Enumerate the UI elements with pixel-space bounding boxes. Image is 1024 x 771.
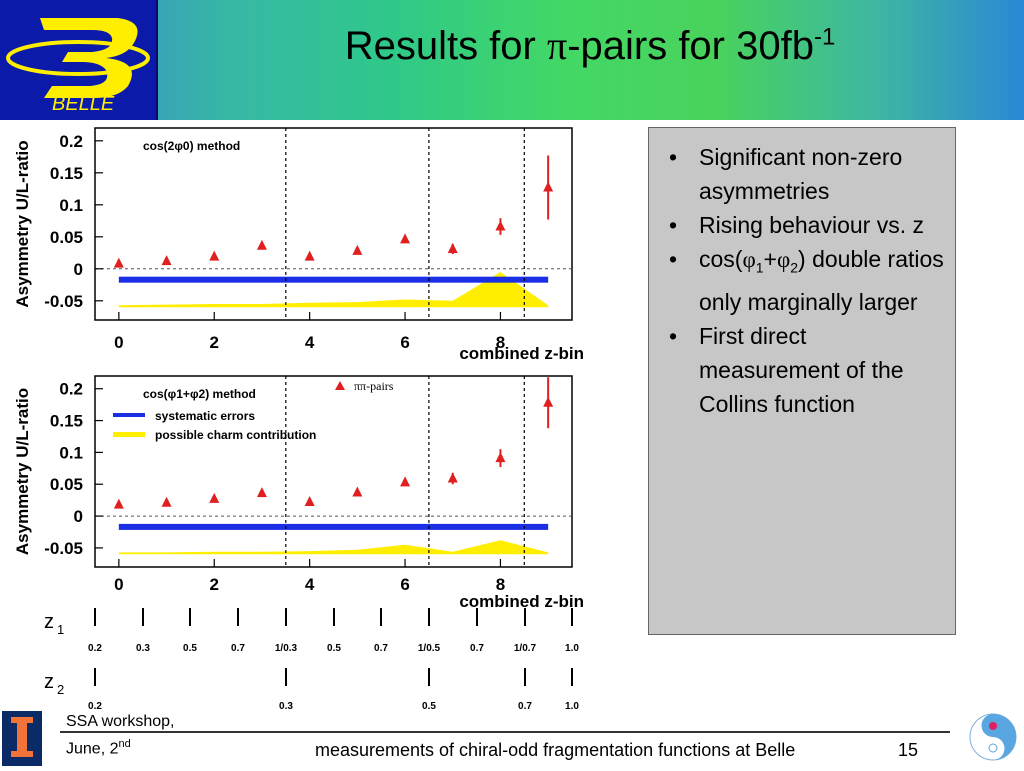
- data-point: [304, 496, 315, 507]
- x-tick-label: 0: [114, 575, 123, 594]
- z1-tick-label: 0.5: [327, 643, 341, 654]
- y-axis-label: Asymmetry U/L-ratio: [13, 388, 32, 555]
- legend-label: systematic errors: [155, 409, 255, 423]
- x-tick-label: 4: [305, 575, 315, 594]
- footer-workshop: SSA workshop,: [66, 713, 175, 730]
- belle-logo: BELLE: [0, 0, 158, 120]
- slide-title: Results for π-pairs for 30fb-1: [344, 23, 836, 68]
- y-tick-label: 0: [74, 260, 83, 279]
- z2-label: z: [44, 671, 54, 693]
- data-point: [352, 244, 363, 255]
- data-point: [447, 242, 458, 253]
- z1-tick-label: 1/0.7: [514, 643, 537, 654]
- illinois-logo: [2, 711, 42, 766]
- data-point: [400, 476, 411, 487]
- footer-title: measurements of chiral-odd fragmentation…: [315, 740, 796, 760]
- z2-tick-label: 0.3: [279, 701, 293, 712]
- z2-tick-label: 1.0: [565, 701, 579, 712]
- data-point: [543, 181, 554, 192]
- y-tick-label: 0.05: [50, 228, 83, 247]
- legend-label: possible charm contribution: [155, 428, 316, 442]
- y-tick-label: 0.2: [59, 380, 83, 399]
- z1-tick-label: 1.0: [565, 643, 579, 654]
- z2-tick-label: 0.7: [518, 701, 532, 712]
- y-tick-label: 0: [74, 507, 83, 526]
- data-point: [161, 255, 172, 266]
- data-point: [256, 487, 267, 498]
- z1-tick-label: 0.5: [183, 643, 197, 654]
- y-tick-label: 0.15: [50, 412, 83, 431]
- data-point: [113, 498, 124, 509]
- x-axis-label: combined z-bin: [459, 592, 584, 610]
- systematic-band: [118, 523, 549, 530]
- bullet-item: Rising behaviour vs. z: [661, 208, 945, 242]
- y-tick-label: 0.15: [50, 164, 83, 183]
- bullet-box: Significant non-zero asymmetries Rising …: [648, 127, 956, 635]
- z2-label-sub: 2: [57, 682, 64, 697]
- x-tick-label: 6: [400, 333, 409, 352]
- z2-tick-label: 0.5: [422, 701, 436, 712]
- data-point: [209, 492, 220, 503]
- conference-logo: [968, 712, 1018, 762]
- legend-swatch: [113, 432, 145, 437]
- bullet-item: cos(φ1+φ2) double ratios only marginally…: [661, 242, 945, 319]
- method-annotation: cos(2φ0) method: [143, 139, 240, 153]
- bullet-item: First direct measurement of the Collins …: [661, 319, 945, 421]
- method-annotation: cos(φ1+φ2) method: [143, 387, 256, 401]
- legend-swatch: [113, 413, 145, 417]
- belle-logo-text: BELLE: [52, 93, 115, 115]
- data-point: [161, 496, 172, 507]
- page-number: 15: [898, 740, 919, 760]
- y-tick-label: 0.1: [59, 443, 83, 462]
- z1-label: z: [44, 611, 54, 633]
- data-point: [495, 220, 506, 231]
- slide-header: [0, 0, 1024, 120]
- legend-label: ππ-pairs: [354, 379, 394, 393]
- z1-tick-label: 1/0.3: [275, 643, 298, 654]
- y-tick-label: 0.1: [59, 196, 83, 215]
- y-tick-label: -0.05: [44, 292, 83, 311]
- z2-tick-label: 0.2: [88, 701, 102, 712]
- footer-date: June, 2nd: [66, 738, 131, 758]
- data-point: [209, 250, 220, 261]
- charm-band: [118, 540, 549, 555]
- data-point: [400, 233, 411, 244]
- data-point: [543, 396, 554, 407]
- footer-divider: [60, 731, 950, 733]
- data-point: [352, 486, 363, 497]
- data-point: [256, 239, 267, 250]
- x-tick-label: 2: [210, 333, 219, 352]
- y-axis-label: Asymmetry U/L-ratio: [13, 140, 32, 307]
- z-bin-scales: z 10.2 0.3 0.5 0.7 1/0.3 0.5 0.7 1/0.5 0.7 1/0.7 1.…: [44, 608, 579, 712]
- data-point: [447, 472, 458, 483]
- z1-tick-label: 1/0.5: [418, 643, 441, 654]
- z1-tick-label: 0.3: [136, 643, 150, 654]
- x-tick-label: 2: [210, 575, 219, 594]
- z1-tick-label: 0.2: [88, 643, 102, 654]
- bullet-item: Significant non-zero asymmetries: [661, 140, 945, 208]
- y-tick-label: -0.05: [44, 539, 83, 558]
- z1-tick-label: 0.7: [231, 643, 245, 654]
- charm-band: [118, 272, 549, 308]
- x-tick-label: 8: [496, 333, 505, 352]
- data-point: [495, 452, 506, 463]
- systematic-band: [118, 276, 549, 283]
- data-point: [304, 250, 315, 261]
- x-tick-label: 4: [305, 333, 315, 352]
- x-tick-label: 0: [114, 333, 123, 352]
- x-tick-label: 6: [400, 575, 409, 594]
- z1-label-sub: 1: [57, 622, 64, 637]
- legend-marker: [335, 381, 345, 390]
- x-axis-label: combined z-bin: [459, 344, 584, 363]
- z1-tick-label: 0.7: [374, 643, 388, 654]
- plot-frame: [94, 375, 573, 568]
- y-tick-label: 0.2: [59, 132, 83, 151]
- y-tick-label: 0.05: [50, 475, 83, 494]
- x-tick-label: 8: [496, 575, 505, 594]
- z1-tick-label: 0.7: [470, 643, 484, 654]
- data-point: [113, 257, 124, 268]
